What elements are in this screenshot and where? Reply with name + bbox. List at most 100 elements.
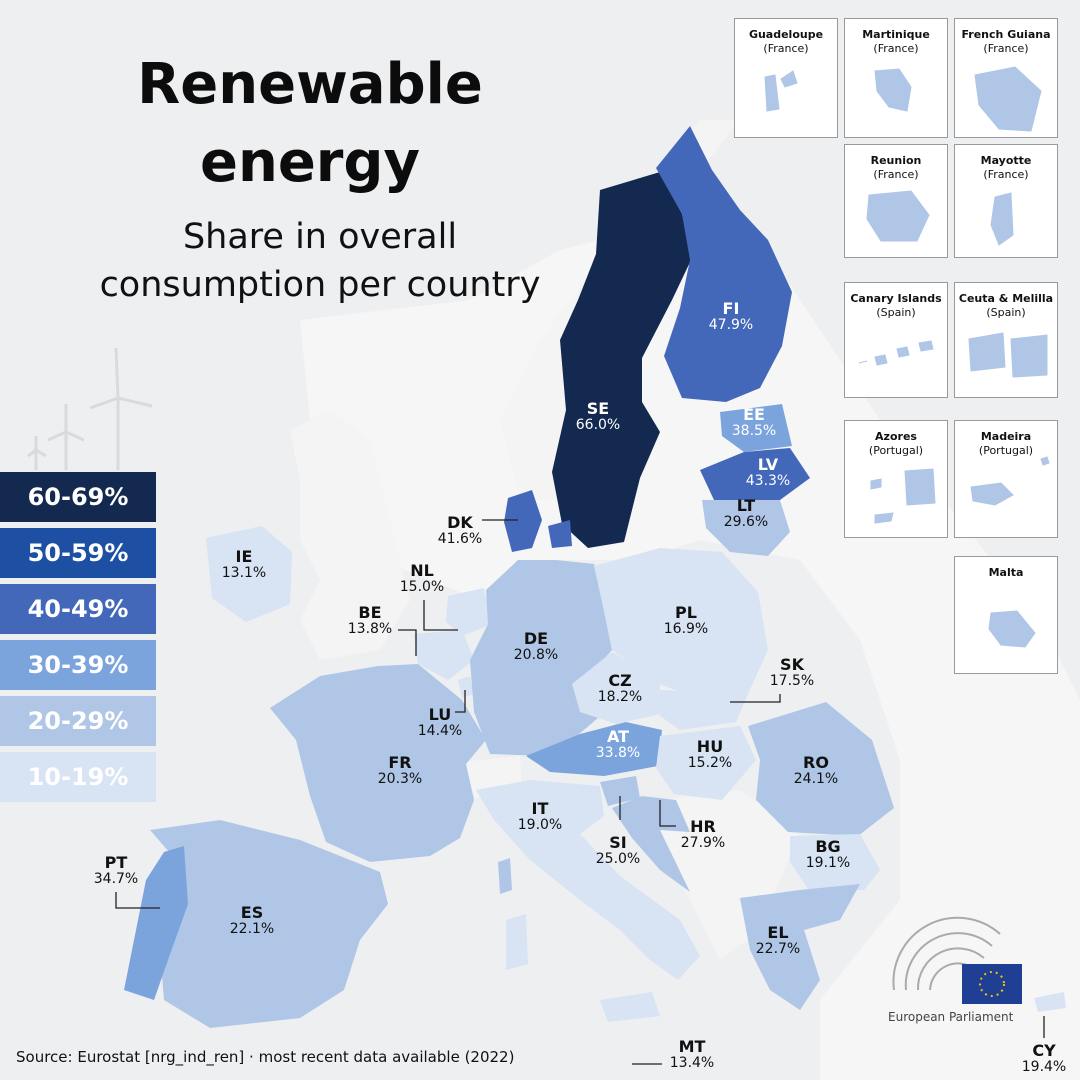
country-shape-si (600, 776, 640, 806)
country-code: DK (447, 513, 473, 532)
inset-map: Mayotte (France) (954, 144, 1058, 258)
inset-country: (Portugal) (868, 444, 924, 457)
source-note: Source: Eurostat [nrg_ind_ren] · most re… (16, 1048, 515, 1066)
country-value: 20.3% (377, 771, 423, 787)
country-code: LV (757, 455, 779, 474)
non-eu-land (300, 200, 1080, 1080)
subtitle-line-2: consumption per country (99, 265, 541, 305)
country-code: FI (722, 299, 740, 318)
country-label-de: DE 20.8% (514, 630, 558, 664)
leader-line-nl (423, 600, 458, 631)
country-label-hr: HR 27.9% (681, 818, 725, 852)
country-code: SE (586, 399, 610, 418)
country-value: 25.0% (595, 851, 641, 867)
leader-line-lu (455, 690, 466, 713)
leader-line-pt (115, 892, 160, 909)
country-value: 34.7% (93, 871, 139, 887)
country-label-cz: CZ 18.2% (598, 672, 642, 706)
country-label-ro: RO 24.1% (794, 754, 838, 788)
country-label-sk: SK 17.5% (770, 656, 814, 690)
inset-map: Martinique (France) (844, 18, 948, 138)
country-value: 19.4% (1021, 1059, 1067, 1075)
country-value: 29.6% (723, 514, 769, 530)
country-label-dk: DK 41.6% (438, 514, 482, 548)
inset-territory-shape (764, 70, 798, 112)
norway-land (500, 120, 740, 500)
inset-country: (Spain) (986, 306, 1026, 319)
country-value: 13.1% (221, 565, 267, 581)
country-shape-fr-corsica (498, 858, 512, 894)
country-shape-it (476, 780, 700, 980)
country-label-mt: MT 13.4% (670, 1038, 714, 1072)
country-value: 15.0% (399, 579, 445, 595)
inset-name: Martinique (862, 28, 930, 41)
leader-line-be (398, 629, 417, 656)
country-shape-fr (270, 664, 486, 862)
inset-territory-shape (874, 68, 912, 112)
country-value: 17.5% (769, 673, 815, 689)
country-value: 47.9% (708, 317, 754, 333)
country-value: 41.6% (437, 531, 483, 547)
inset-country: (Portugal) (978, 444, 1034, 457)
inset-country: (France) (983, 42, 1029, 55)
inset-name: Madeira (980, 430, 1032, 443)
country-shape-it-sicily (600, 992, 660, 1022)
country-label-lu: LU 14.4% (418, 706, 462, 740)
inset-territory-shape (990, 192, 1014, 246)
inset-map: Ceuta & Melilla (Spain) (954, 282, 1058, 398)
country-label-cy: CY 19.4% (1022, 1042, 1066, 1076)
legend-item: 50-59% (0, 528, 156, 578)
legend-item: 10-19% (0, 752, 156, 802)
country-value: 43.3% (745, 473, 791, 489)
country-label-el: EL 22.7% (756, 924, 800, 958)
title-line-1: Renewable (137, 52, 483, 117)
inset-map: Canary Islands (Spain) (844, 282, 948, 398)
country-code: BG (815, 837, 841, 856)
country-code: PL (675, 603, 697, 622)
country-shape-hu (656, 726, 756, 800)
country-value: 33.8% (595, 745, 641, 761)
country-value: 24.1% (793, 771, 839, 787)
country-label-pt: PT 34.7% (94, 854, 138, 888)
country-value: 13.8% (347, 621, 393, 637)
country-label-ee: EE 38.5% (732, 406, 776, 440)
logo-text: European Parliament (888, 1010, 1014, 1024)
inset-map: French Guiana (France) (954, 18, 1058, 138)
country-code: IT (531, 799, 549, 818)
country-shape-fi (656, 126, 792, 402)
country-shape-bg (790, 834, 880, 892)
legend-item: 30-39% (0, 640, 156, 690)
country-value: 16.9% (663, 621, 709, 637)
country-value: 66.0% (575, 417, 621, 433)
country-shape-dk-islands (548, 520, 572, 548)
country-value: 22.1% (229, 921, 275, 937)
country-label-lv: LV 43.3% (746, 456, 790, 490)
country-shape-hr (612, 796, 690, 892)
inset-name: Reunion (870, 154, 922, 167)
country-label-es: ES 22.1% (230, 904, 274, 938)
inset-territory-shape (974, 66, 1042, 132)
inset-name: Canary Islands (850, 292, 942, 305)
country-label-se: SE 66.0% (576, 400, 620, 434)
inset-country: (France) (873, 168, 919, 181)
country-code: HU (696, 737, 724, 756)
country-code: BE (358, 603, 382, 622)
country-shape-cy (1034, 992, 1066, 1012)
country-label-fr: FR 20.3% (378, 754, 422, 788)
country-label-si: SI 25.0% (596, 834, 640, 868)
european-parliament-logo-icon (892, 916, 1022, 1004)
inset-map: Madeira (Portugal) (954, 420, 1058, 538)
country-code: SK (780, 655, 804, 674)
inset-country: (France) (983, 168, 1029, 181)
country-value: 13.4% (669, 1055, 715, 1071)
country-label-ie: IE 13.1% (222, 548, 266, 582)
country-label-nl: NL 15.0% (400, 562, 444, 596)
country-code: HR (690, 817, 716, 836)
country-label-hu: HU 15.2% (688, 738, 732, 772)
country-value: 19.0% (517, 817, 563, 833)
country-label-fi: FI 47.9% (709, 300, 753, 334)
inset-map: Reunion (France) (844, 144, 948, 258)
legend-item: 40-49% (0, 584, 156, 634)
